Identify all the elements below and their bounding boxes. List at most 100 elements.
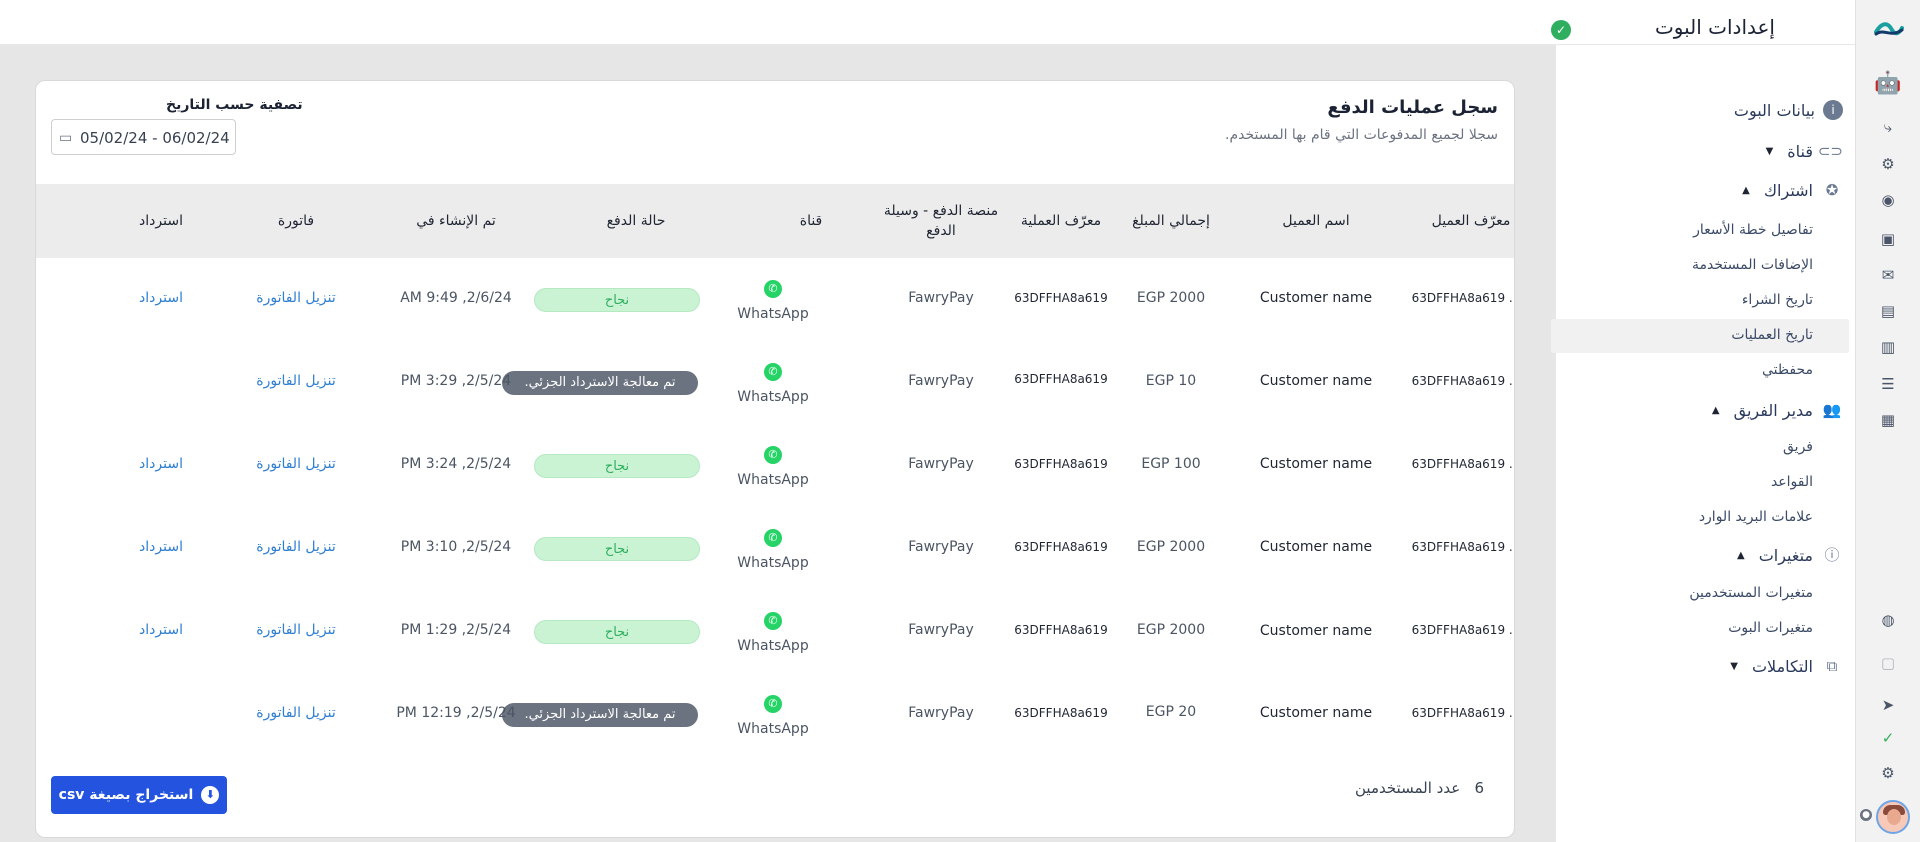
customer-name-cell: Customer name xyxy=(1259,539,1373,555)
sidebar-item-channel[interactable]: ⊂⊃ قناة ▼ xyxy=(1765,141,1843,161)
send-icon[interactable]: ➤ xyxy=(1881,696,1895,714)
col-created-at: تم الإنشاء في xyxy=(416,213,496,229)
transaction-id-cell: 63DFFHA8a619 xyxy=(1014,372,1108,386)
channel-cell: WhatsApp xyxy=(737,389,809,405)
payments-card: سجل عمليات الدفع سجلا لجميع المدفوعات ال… xyxy=(35,80,1515,838)
refund-link[interactable]: استرداد xyxy=(139,290,183,306)
mail-icon[interactable]: ✉ xyxy=(1881,266,1895,284)
link-icon: ⊂⊃ xyxy=(1817,142,1843,160)
calendar-icon: ▭ xyxy=(59,130,73,146)
sidebar-item-bot-data[interactable]: i بيانات البوت xyxy=(1734,100,1843,120)
download-invoice-link[interactable]: تنزيل الفاتورة xyxy=(256,539,336,555)
col-payment-platform: منصة الدفع - وسيلة الدفع xyxy=(883,203,999,239)
avatar[interactable] xyxy=(1876,800,1910,834)
templates-icon[interactable]: ▤ xyxy=(1880,302,1896,320)
sidebar-item-inbox-labels[interactable]: علامات البريد الوارد xyxy=(1698,509,1813,525)
channel-cell: WhatsApp xyxy=(737,638,809,654)
contacts-icon[interactable]: ▣ xyxy=(1880,230,1896,248)
download-invoice-link[interactable]: تنزيل الفاتورة xyxy=(256,622,336,638)
status-badge: نجاح xyxy=(534,620,700,644)
logo-icon xyxy=(1874,22,1904,36)
download-invoice-link[interactable]: تنزيل الفاتورة xyxy=(256,456,336,472)
refund-link[interactable]: استرداد xyxy=(139,539,183,555)
created-at-cell: 2/5/24, 3:29 PM xyxy=(400,373,512,389)
col-customer-id: معرّف العميل xyxy=(1431,213,1511,229)
status-badge: نجاح xyxy=(534,537,700,561)
col-transaction-id: معرّف العملية xyxy=(1020,213,1102,229)
gear-icon[interactable]: ⚙ xyxy=(1881,764,1895,782)
info-icon: i xyxy=(1823,100,1843,120)
status-badge: تم معالجة الاسترداد الجزئي. xyxy=(502,371,698,395)
sidebar-item-transactions-history[interactable]: تاريخ العمليات xyxy=(1731,327,1813,343)
badge-icon: ✪ xyxy=(1825,181,1839,199)
whatsapp-icon: ✆ xyxy=(764,529,782,547)
customer-id-cell: 63DFFHA8a619 ... xyxy=(1411,374,1515,388)
lock-icon[interactable]: ▢ xyxy=(1880,654,1896,672)
refund-link[interactable]: استرداد xyxy=(139,456,183,472)
table-header: معرّف العميل اسم العميل إجمالي المبلغ مع… xyxy=(36,184,1514,258)
chevron-down-icon: ▼ xyxy=(1765,145,1774,157)
broadcast-icon[interactable]: ◉ xyxy=(1881,191,1895,209)
download-invoice-link[interactable]: تنزيل الفاتورة xyxy=(256,705,336,721)
channel-cell: WhatsApp xyxy=(737,555,809,571)
col-total-amount: إجمالي المبلغ xyxy=(1132,213,1210,229)
download-invoice-link[interactable]: تنزيل الفاتورة xyxy=(256,373,336,389)
store-icon[interactable]: ▦ xyxy=(1880,411,1896,429)
sidebar-item-bot-variables[interactable]: متغيرات البوت xyxy=(1728,620,1813,636)
bot-icon[interactable]: 🤖 xyxy=(1874,71,1902,96)
sidebar-item-subscription[interactable]: ✪ اشتراك ▲ xyxy=(1742,179,1843,201)
export-csv-button[interactable]: ⬇ استخراج بصيغة csv xyxy=(51,776,227,814)
whatsapp-icon: ✆ xyxy=(764,612,782,630)
sidebar-item-team-manager[interactable]: 👥 مدير الفريق ▲ xyxy=(1711,400,1842,420)
sidebar-item-used-addons[interactable]: الإضافات المستخدمة xyxy=(1692,257,1813,273)
sidebar-item-team[interactable]: فريق xyxy=(1783,439,1813,455)
transaction-id-cell: 63DFFHA8a619 xyxy=(1014,623,1108,637)
created-at-cell: 2/5/24, 3:24 PM xyxy=(400,456,512,472)
flow-icon[interactable]: ⤷ xyxy=(1883,118,1893,136)
amount-cell: EGP 10 xyxy=(1145,373,1197,389)
globe-icon[interactable]: ◍ xyxy=(1881,611,1895,629)
customer-name-cell: Customer name xyxy=(1259,373,1373,389)
top-bar: ✓ إعدادات البوت xyxy=(0,0,1855,45)
sidebar-item-pricing-plan[interactable]: تفاصيل خطة الأسعار xyxy=(1693,222,1813,238)
transaction-id-cell: 63DFFHA8a619 xyxy=(1014,457,1108,471)
download-invoice-link[interactable]: تنزيل الفاتورة xyxy=(256,290,336,306)
integration-icon: ⧉ xyxy=(1826,657,1838,675)
amount-cell: EGP 2000 xyxy=(1136,539,1206,555)
table-row: 63DFFHA8a619 ... Customer name EGP 2000 … xyxy=(36,258,1515,341)
chevron-down-icon: ▼ xyxy=(1730,660,1738,672)
chevron-up-icon: ▲ xyxy=(1711,404,1720,416)
channel-cell: WhatsApp xyxy=(737,472,809,488)
sidebar-item-rules[interactable]: القواعد xyxy=(1770,474,1813,490)
customer-name-cell: Customer name xyxy=(1259,623,1373,639)
sidebar-item-wallet[interactable]: محفظتي xyxy=(1762,362,1813,378)
check-icon[interactable]: ✓ xyxy=(1881,729,1895,747)
chevron-up-icon: ▲ xyxy=(1742,184,1750,196)
date-range-input[interactable]: ▭ 05/02/24 - 06/02/24 xyxy=(51,119,236,155)
transaction-id-cell: 63DFFHA8a619 xyxy=(1014,540,1108,554)
sidebar-item-variables[interactable]: ⓘ متغيرات ▲ xyxy=(1737,544,1843,566)
sidebar-item-integrations[interactable]: ⧉ التكاملات ▼ xyxy=(1730,655,1843,677)
platform-cell: FawryPay xyxy=(908,373,974,389)
customer-id-cell: 63DFFHA8a619 ... xyxy=(1411,291,1515,305)
refund-link[interactable]: استرداد xyxy=(139,622,183,638)
platform-cell: FawryPay xyxy=(908,539,974,555)
brain-icon[interactable]: ⚙ xyxy=(1881,155,1895,173)
table-row: 63DFFHA8a619 ... Customer name EGP 10 63… xyxy=(36,341,1515,424)
col-invoice: فاتورة xyxy=(277,213,315,229)
download-icon: ⬇ xyxy=(201,786,220,804)
check-circle-icon: ✓ xyxy=(1551,20,1571,40)
sidebar-item-purchase-history[interactable]: تاريخ الشراء xyxy=(1741,292,1813,308)
amount-cell: EGP 100 xyxy=(1141,456,1201,472)
status-dot-icon: ● xyxy=(1858,807,1874,823)
platform-cell: FawryPay xyxy=(908,622,974,638)
amount-cell: EGP 2000 xyxy=(1136,622,1206,638)
created-at-cell: 2/5/24, 1:29 PM xyxy=(400,622,512,638)
customer-id-cell: 63DFFHA8a619 ... xyxy=(1411,457,1515,471)
tasks-icon[interactable]: ☰ xyxy=(1881,375,1895,393)
card-title: سجل عمليات الدفع xyxy=(1327,97,1498,118)
sidebar-item-user-variables[interactable]: متغيرات المستخدمين xyxy=(1689,585,1813,601)
team-icon: 👥 xyxy=(1822,401,1842,419)
analytics-icon[interactable]: ▥ xyxy=(1880,338,1896,356)
users-count: 6 عدد المستخدمين xyxy=(1355,779,1484,797)
